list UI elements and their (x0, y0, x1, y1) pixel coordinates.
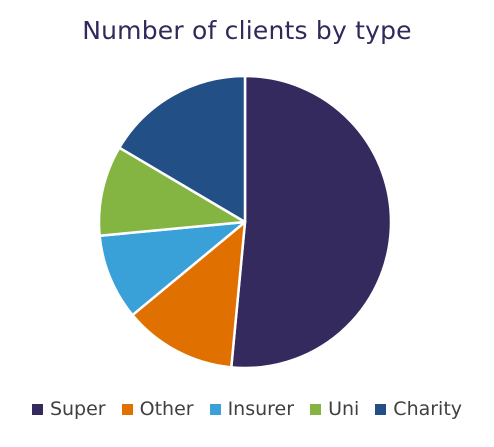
legend-label-super: Super (49, 398, 106, 420)
legend-label-insurer: Insurer (227, 398, 295, 420)
legend-item-super: Super (31, 398, 106, 420)
legend-swatch-super (31, 403, 43, 415)
legend-swatch-insurer (209, 403, 221, 415)
pie-slice-super (230, 74, 393, 370)
legend-item-other: Other (121, 398, 194, 420)
legend-item-insurer: Insurer (209, 398, 295, 420)
legend-item-charity: Charity (375, 398, 462, 420)
chart-legend: Super Other Insurer Uni Charity (0, 398, 494, 420)
pie-slice-charity (118, 74, 247, 224)
legend-label-other: Other (139, 398, 194, 420)
legend-swatch-charity (375, 403, 387, 415)
legend-label-charity: Charity (393, 398, 463, 420)
pie-slice-other (131, 220, 247, 369)
pie-slice-uni (97, 146, 247, 237)
legend-swatch-other (121, 403, 133, 415)
legend-swatch-uni (310, 403, 322, 415)
chart-title: Number of clients by type (82, 16, 412, 45)
pie-slice-insurer (98, 220, 247, 317)
legend-item-uni: Uni (310, 398, 359, 420)
legend-label-uni: Uni (328, 398, 360, 420)
